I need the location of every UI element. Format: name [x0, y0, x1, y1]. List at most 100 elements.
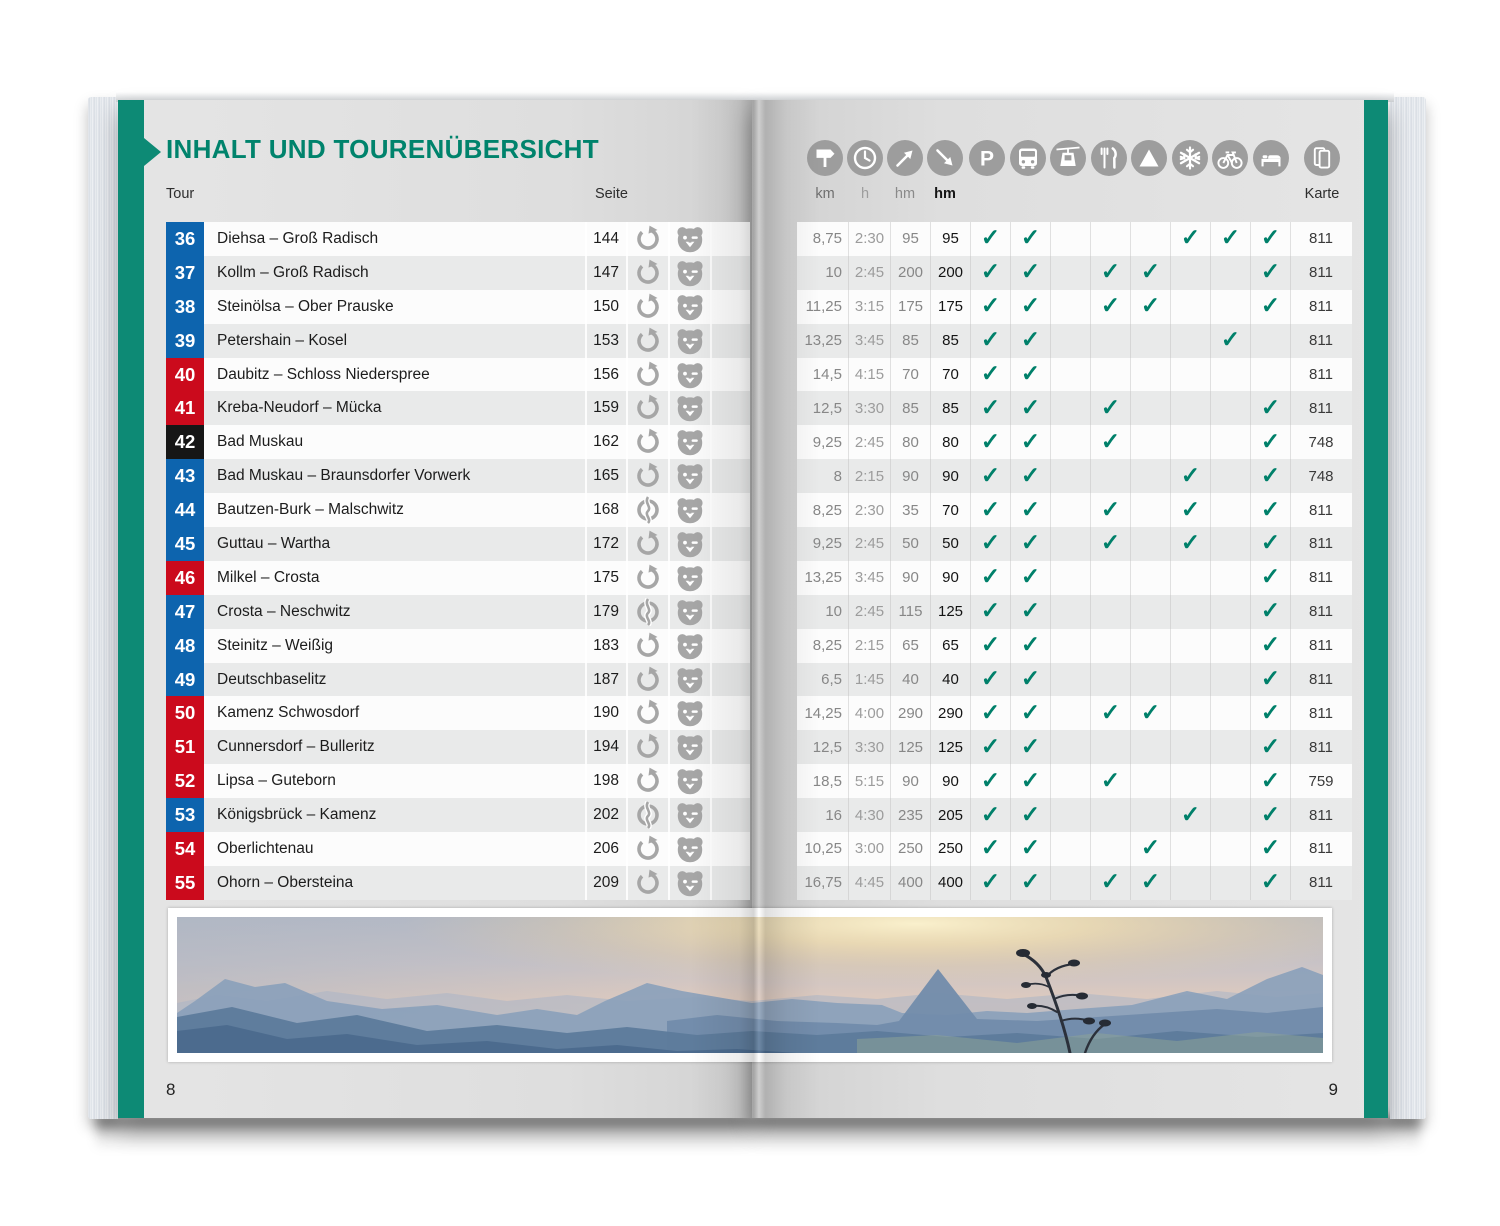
checkmark-icon: ✓ — [980, 834, 1001, 861]
km-value: 6,5 — [821, 671, 842, 689]
tour-name: Lipsa – Guteborn — [217, 772, 336, 790]
checkmark-icon: ✓ — [980, 393, 1001, 420]
feature-cell-parking: ✓ — [970, 730, 1010, 765]
descent-arrow-icon — [927, 140, 963, 176]
karte-value: 811 — [1290, 798, 1351, 833]
feature-cell-bicycle — [1210, 798, 1250, 833]
checkmark-icon: ✓ — [1020, 292, 1041, 319]
row-spacer — [710, 730, 750, 765]
descent-value: 125 — [930, 730, 970, 765]
descent-value: 90 — [930, 560, 970, 595]
feature-cell-restaurant: ✓ — [1090, 425, 1130, 460]
feature-cell-winter — [1170, 289, 1210, 324]
karte-value: 811 — [1290, 527, 1351, 561]
descent-value: 290 — [930, 696, 970, 731]
feature-cell-restaurant: ✓ — [1090, 527, 1130, 561]
karte-column-label: Karte — [1304, 186, 1340, 202]
km-value: 13,25 — [804, 332, 842, 350]
feature-cell-cablecar — [1050, 832, 1090, 866]
tour-page-number: 187 — [585, 662, 626, 697]
bear-icon — [668, 764, 710, 799]
feature-cell-bicycle — [1210, 357, 1250, 392]
feature-cell-peak — [1130, 357, 1170, 392]
feature-cell-peak: ✓ — [1130, 255, 1170, 290]
feature-cell-bicycle — [1210, 391, 1250, 426]
checkmark-icon: ✓ — [1100, 393, 1121, 420]
karte-value: 811 — [1290, 323, 1351, 358]
tour-number-badge: 39 — [166, 323, 204, 358]
tour-name: Oberlichtenau — [217, 839, 314, 857]
checkmark-icon: ✓ — [1260, 631, 1281, 658]
checkmark-icon: ✓ — [980, 224, 1001, 251]
tour-name: Kreba-Neudorf – Mücka — [217, 399, 382, 417]
tour-data-row: 8 2:15 90 90 ✓ ✓ ✓ ✓ 748 — [797, 459, 1352, 494]
feature-cell-cablecar — [1050, 798, 1090, 833]
bear-icon — [668, 222, 710, 256]
feature-cell-winter — [1170, 730, 1210, 765]
tour-data-row: 14,25 4:00 290 290 ✓ ✓ ✓ ✓ ✓ 811 — [797, 696, 1352, 731]
row-spacer — [710, 662, 750, 697]
loop-route-icon — [626, 628, 668, 663]
feature-cell-parking: ✓ — [970, 255, 1010, 290]
feature-cell-peak — [1130, 493, 1170, 528]
km-value: 12,5 — [812, 399, 842, 417]
feature-cell-cablecar — [1050, 764, 1090, 799]
loop-route-icon — [626, 764, 668, 799]
checkmark-icon: ✓ — [1140, 698, 1161, 725]
bear-icon — [668, 628, 710, 663]
bear-icon — [668, 798, 710, 833]
ascent-value: 50 — [890, 527, 930, 561]
panorama-photo — [168, 908, 1332, 1062]
tour-number-badge: 50 — [166, 696, 204, 731]
tour-page-number: 150 — [585, 289, 626, 324]
feature-cell-parking: ✓ — [970, 391, 1010, 426]
descent-value: 80 — [930, 425, 970, 460]
tour-row: 39 Petershain – Kosel 153 — [166, 323, 750, 358]
duration-value: 3:45 — [848, 560, 890, 595]
tour-page-number: 175 — [585, 560, 626, 595]
tour-row: 36 Diehsa – Groß Radisch 144 — [166, 222, 750, 256]
descent-value: 65 — [930, 628, 970, 663]
restaurant-icon — [1090, 140, 1127, 176]
checkmark-icon: ✓ — [1100, 495, 1121, 522]
feature-cell-bus: ✓ — [1010, 560, 1050, 595]
row-spacer — [710, 255, 750, 290]
tour-name: Ohorn – Obersteina — [217, 873, 354, 891]
bear-icon — [668, 289, 710, 324]
page-title: INHALT UND TOURENÜBERSICHT — [166, 134, 599, 164]
duration-value: 3:15 — [848, 289, 890, 324]
loop-route-icon — [626, 560, 668, 595]
checkmark-icon: ✓ — [1020, 834, 1041, 861]
descent-value: 85 — [930, 391, 970, 426]
ascent-value: 40 — [890, 662, 930, 697]
tour-number-badge: 49 — [166, 662, 204, 697]
feature-cell-bed: ✓ — [1250, 391, 1290, 426]
karte-value: 811 — [1290, 391, 1351, 426]
feature-cell-cablecar — [1050, 662, 1090, 697]
checkmark-icon: ✓ — [1020, 360, 1041, 386]
loop-route-icon — [626, 357, 668, 392]
tour-page-number: 156 — [585, 357, 626, 392]
km-value: 10,25 — [804, 840, 842, 858]
checkmark-icon: ✓ — [1020, 326, 1041, 353]
loop-route-icon — [626, 662, 668, 697]
feature-cell-peak: ✓ — [1130, 696, 1170, 731]
bear-icon — [668, 357, 710, 392]
feature-cell-parking: ✓ — [970, 832, 1010, 866]
row-spacer — [710, 560, 750, 595]
km-value: 10 — [825, 264, 842, 282]
karte-value: 811 — [1290, 255, 1351, 290]
feature-cell-cablecar — [1050, 357, 1090, 392]
ascent-value: 80 — [890, 425, 930, 460]
karte-value: 811 — [1290, 865, 1351, 900]
clock-icon — [847, 140, 883, 176]
feature-cell-cablecar — [1050, 493, 1090, 528]
ascent-value: 200 — [890, 255, 930, 290]
oneway-route-icon — [626, 493, 668, 528]
feature-cell-cablecar — [1050, 391, 1090, 426]
feature-cell-bicycle: ✓ — [1210, 323, 1250, 358]
feature-cell-peak — [1130, 594, 1170, 629]
checkmark-icon: ✓ — [980, 563, 1001, 590]
feature-cell-restaurant — [1090, 662, 1130, 697]
feature-cell-restaurant — [1090, 628, 1130, 663]
